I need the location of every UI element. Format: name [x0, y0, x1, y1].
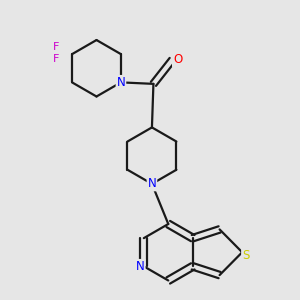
Text: F: F: [52, 42, 59, 52]
Text: O: O: [173, 53, 182, 66]
Text: N: N: [117, 76, 125, 89]
Text: S: S: [242, 249, 249, 262]
Text: N: N: [148, 177, 156, 190]
Text: F: F: [52, 54, 59, 64]
Text: N: N: [136, 260, 145, 273]
